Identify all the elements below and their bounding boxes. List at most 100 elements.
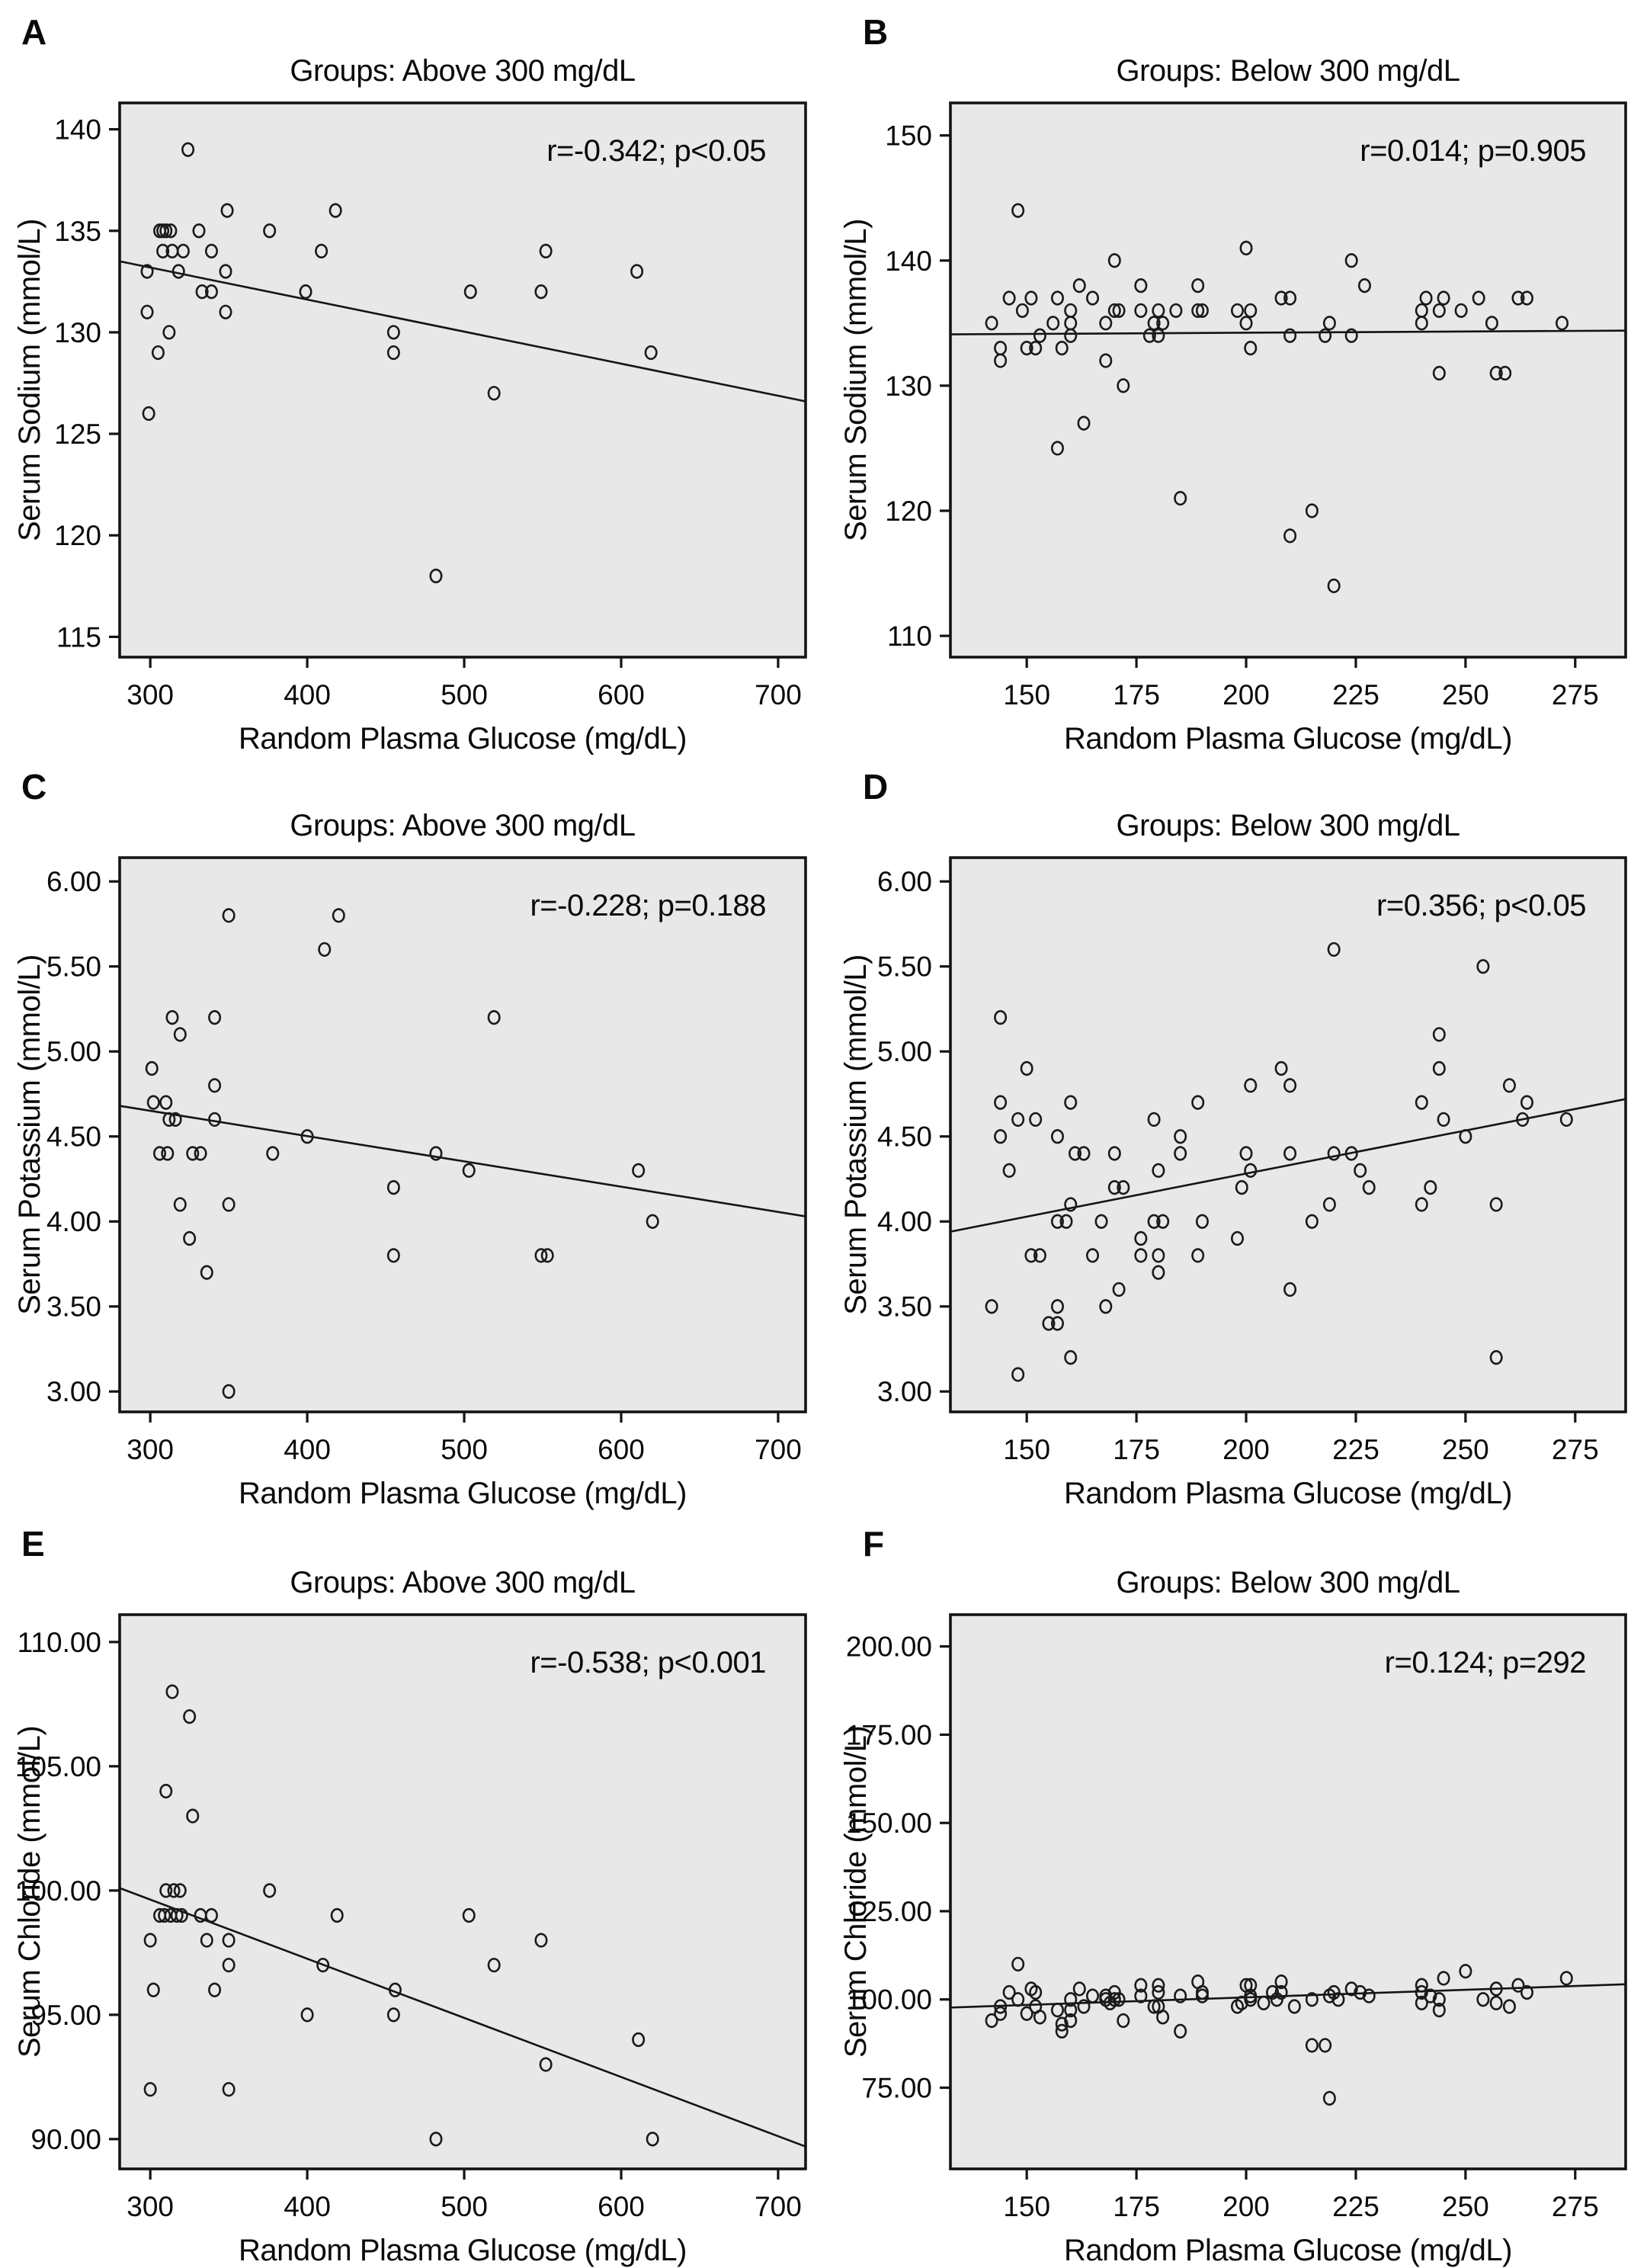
data-point <box>1472 290 1485 306</box>
y-tick-label: 4.50 <box>46 1121 101 1153</box>
trend-line <box>119 1105 806 1217</box>
data-point <box>299 284 312 300</box>
data-point <box>1239 240 1253 255</box>
data-point <box>1195 1214 1209 1229</box>
data-point <box>1520 1095 1533 1110</box>
y-tick-label: 105.00 <box>15 1751 101 1782</box>
data-point <box>183 1230 197 1246</box>
data-point <box>1152 1265 1165 1280</box>
data-point <box>1033 1248 1046 1263</box>
data-point <box>1257 1995 1271 2010</box>
panel-title: Groups: Below 300 mg/dL <box>1117 809 1460 842</box>
x-tick-label: 250 <box>1442 2191 1489 2222</box>
data-point <box>1156 2010 1170 2025</box>
data-point <box>386 1248 400 1263</box>
x-tick-label: 300 <box>127 679 174 711</box>
scatter-panel-A: 300 400 500 600 700 115 120 125 130 135 140 A Groups… <box>0 0 816 755</box>
data-point <box>153 1146 167 1161</box>
y-tick-label: 4.00 <box>46 1206 101 1237</box>
data-point <box>222 1933 236 1948</box>
panel-canvas-A: 300 400 500 600 700 115 120 125 130 135 140 A Groups… <box>13 12 807 755</box>
data-point <box>318 942 332 958</box>
y-tick-label: 110.00 <box>18 1627 101 1658</box>
data-point <box>487 386 501 401</box>
data-point <box>1112 1992 1126 2007</box>
x-tick-label: 175 <box>1113 679 1160 711</box>
data-point <box>429 1146 443 1161</box>
y-tick-label: 130 <box>54 317 101 348</box>
y-tick-label: 3.00 <box>877 1376 932 1407</box>
y-tick-label: 125.00 <box>846 1896 932 1927</box>
data-point <box>1142 328 1156 343</box>
data-point <box>1415 1978 1428 1993</box>
data-point <box>1156 1214 1170 1229</box>
data-point <box>1191 277 1205 294</box>
data-point <box>1112 1282 1126 1298</box>
data-point <box>1191 1248 1205 1263</box>
data-point <box>208 1982 222 1997</box>
data-point <box>1072 277 1086 294</box>
x-tick-label: 400 <box>284 1434 331 1465</box>
data-point <box>1283 1282 1297 1298</box>
y-tick-label: 120 <box>885 496 932 527</box>
y-tick-label: 135 <box>54 216 101 247</box>
plot-area <box>120 1615 806 2169</box>
data-point <box>162 1112 176 1128</box>
data-point <box>994 1129 1008 1144</box>
data-point <box>1134 1230 1148 1246</box>
panel-title: Groups: Above 300 mg/dL <box>290 1566 635 1599</box>
y-tick-label: 150 <box>885 120 932 152</box>
panel-letter: F <box>863 1524 884 1564</box>
x-tick-label: 700 <box>755 679 802 711</box>
y-tick-label: 5.00 <box>46 1036 101 1067</box>
y-tick-label: 6.00 <box>877 866 932 897</box>
data-point <box>183 1709 197 1724</box>
data-point <box>1033 328 1046 343</box>
plot-area <box>120 103 806 657</box>
data-point <box>219 264 232 279</box>
data-point <box>1152 1248 1165 1263</box>
plot-area <box>120 858 806 1412</box>
data-point <box>1002 1984 1016 2000</box>
y-tick-label: 100.00 <box>846 1984 932 2016</box>
data-point <box>145 1060 159 1076</box>
data-point <box>1235 1995 1248 2010</box>
data-point <box>1520 1984 1533 2000</box>
y-tick-label: 90.00 <box>30 2124 101 2155</box>
data-point <box>1559 1971 1573 1986</box>
data-point <box>1117 378 1130 393</box>
panel-letter: A <box>21 12 46 52</box>
data-point <box>1498 365 1512 381</box>
data-point <box>632 2032 646 2048</box>
data-point <box>204 1907 218 1923</box>
data-point <box>1424 1988 1437 2003</box>
panel-letter: B <box>863 12 888 52</box>
data-point <box>316 1958 330 1973</box>
data-point <box>186 1808 200 1824</box>
data-point <box>1305 503 1319 518</box>
data-point <box>994 353 1008 368</box>
x-tick-label: 600 <box>598 1434 645 1465</box>
data-point <box>161 1146 175 1161</box>
data-point <box>1077 415 1091 431</box>
data-point <box>1086 1988 1100 2003</box>
data-point <box>1489 365 1503 381</box>
x-tick-label: 300 <box>127 1434 174 1465</box>
data-point <box>1011 1992 1025 2007</box>
data-point <box>1134 1988 1148 2003</box>
data-point <box>140 304 154 319</box>
data-point <box>165 1684 179 1699</box>
data-point <box>1502 1999 1516 2014</box>
y-tick-label: 3.50 <box>46 1291 101 1323</box>
data-point <box>1239 1146 1253 1161</box>
data-point <box>1432 1027 1446 1042</box>
y-tick-label: 150.00 <box>846 1808 932 1839</box>
data-point <box>143 1933 157 1948</box>
data-point <box>429 568 443 584</box>
data-point <box>168 1112 182 1128</box>
data-point <box>646 2132 659 2147</box>
data-point <box>1050 290 1064 306</box>
data-point <box>462 1907 476 1923</box>
y-axis-label: Serum Sodium (mmol/L) <box>13 219 46 541</box>
